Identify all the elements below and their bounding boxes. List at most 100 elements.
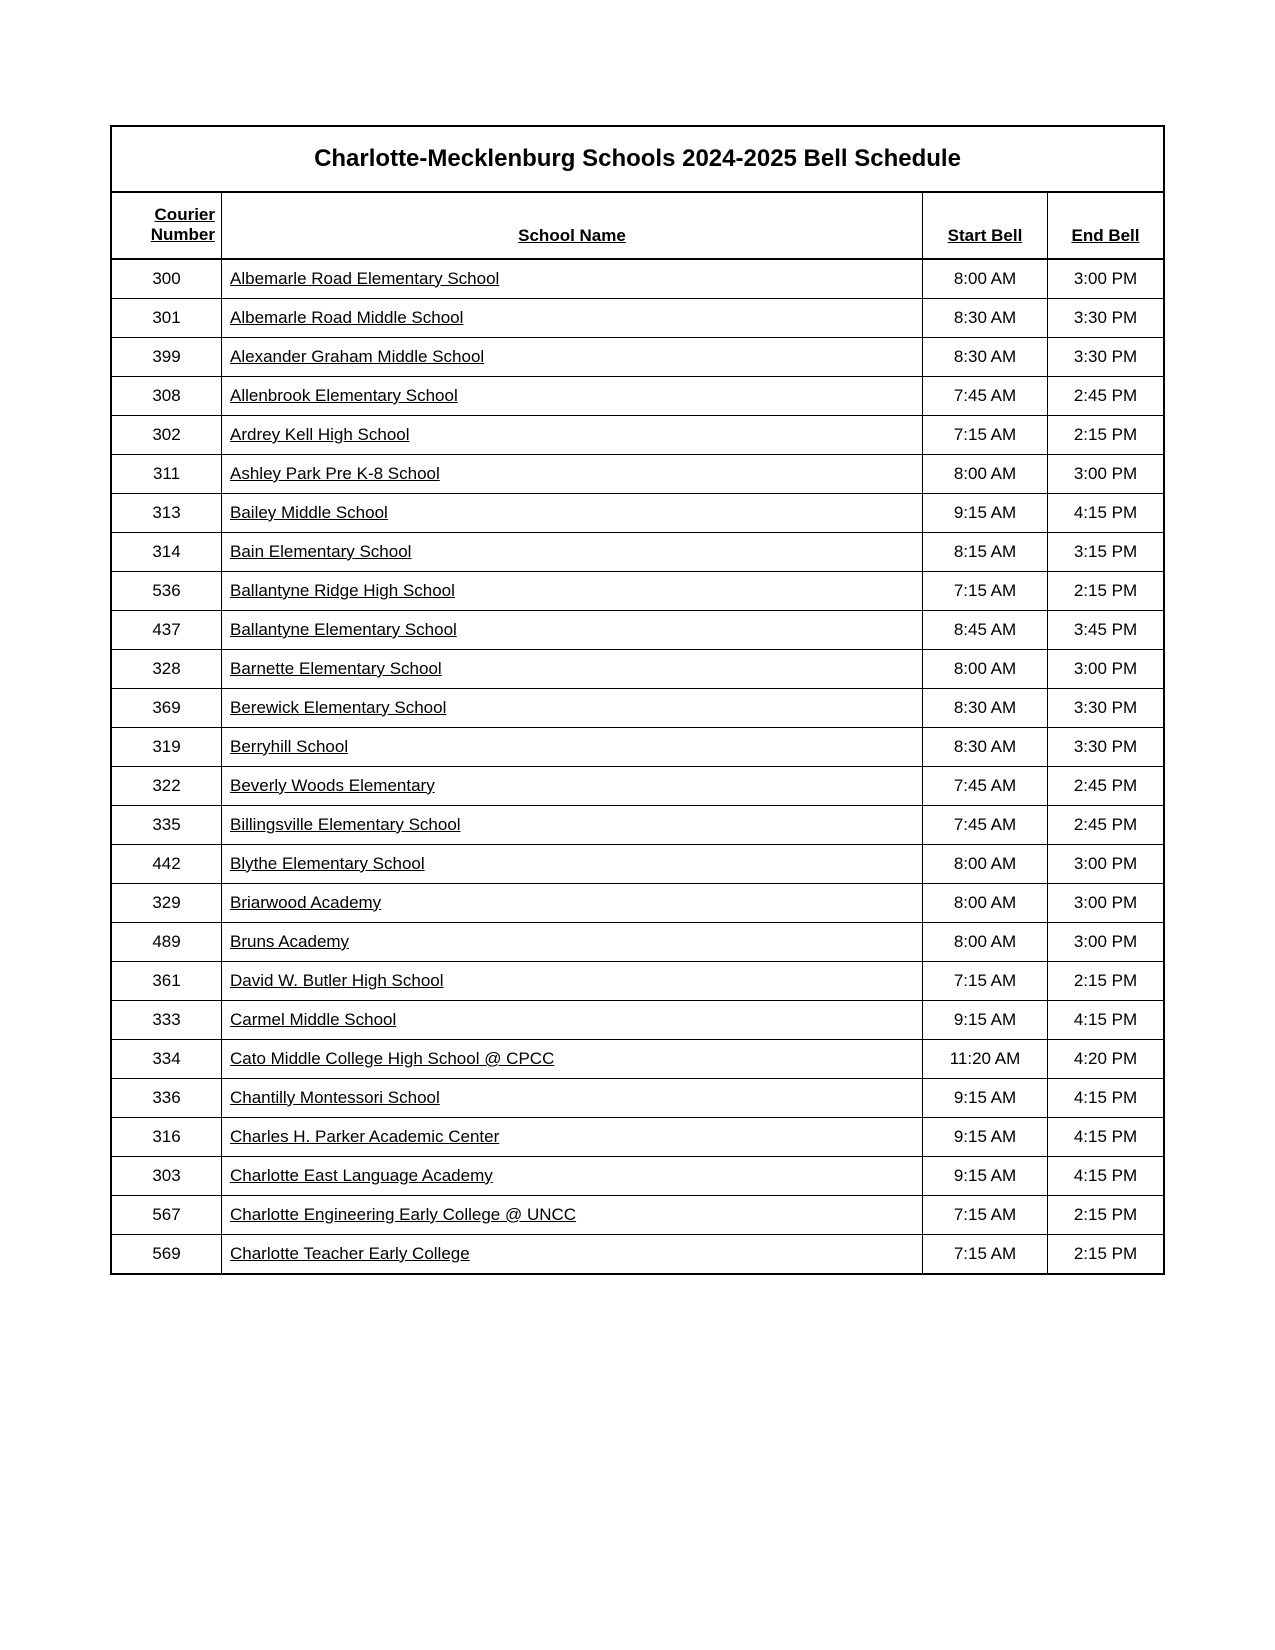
cell-school: Berewick Elementary School bbox=[222, 689, 923, 727]
cell-school: Beverly Woods Elementary bbox=[222, 767, 923, 805]
table-header-row: Courier Number School Name Start Bell En… bbox=[112, 193, 1163, 260]
cell-start: 9:15 AM bbox=[923, 1157, 1048, 1195]
cell-school: Bruns Academy bbox=[222, 923, 923, 961]
cell-start: 7:15 AM bbox=[923, 962, 1048, 1000]
cell-courier: 303 bbox=[112, 1157, 222, 1195]
table-row: 322Beverly Woods Elementary7:45 AM2:45 P… bbox=[112, 767, 1163, 806]
cell-school: Chantilly Montessori School bbox=[222, 1079, 923, 1117]
table-row: 316Charles H. Parker Academic Center9:15… bbox=[112, 1118, 1163, 1157]
cell-school: Ballantyne Elementary School bbox=[222, 611, 923, 649]
cell-school: Carmel Middle School bbox=[222, 1001, 923, 1039]
cell-school: Albemarle Road Elementary School bbox=[222, 260, 923, 298]
cell-courier: 328 bbox=[112, 650, 222, 688]
table-row: 336Chantilly Montessori School9:15 AM4:1… bbox=[112, 1079, 1163, 1118]
table-row: 335Billingsville Elementary School7:45 A… bbox=[112, 806, 1163, 845]
cell-end: 2:15 PM bbox=[1048, 1196, 1163, 1234]
table-row: 301Albemarle Road Middle School8:30 AM3:… bbox=[112, 299, 1163, 338]
cell-end: 3:00 PM bbox=[1048, 455, 1163, 493]
cell-start: 8:45 AM bbox=[923, 611, 1048, 649]
cell-start: 8:30 AM bbox=[923, 689, 1048, 727]
cell-courier: 569 bbox=[112, 1235, 222, 1273]
cell-courier: 333 bbox=[112, 1001, 222, 1039]
cell-end: 4:20 PM bbox=[1048, 1040, 1163, 1078]
cell-start: 7:45 AM bbox=[923, 377, 1048, 415]
table-title: Charlotte-Mecklenburg Schools 2024-2025 … bbox=[112, 127, 1163, 193]
cell-start: 7:15 AM bbox=[923, 416, 1048, 454]
cell-courier: 361 bbox=[112, 962, 222, 1000]
cell-school: Albemarle Road Middle School bbox=[222, 299, 923, 337]
table-row: 399Alexander Graham Middle School8:30 AM… bbox=[112, 338, 1163, 377]
cell-end: 4:15 PM bbox=[1048, 494, 1163, 532]
cell-start: 8:00 AM bbox=[923, 884, 1048, 922]
table-row: 314Bain Elementary School8:15 AM3:15 PM bbox=[112, 533, 1163, 572]
cell-courier: 301 bbox=[112, 299, 222, 337]
cell-start: 7:15 AM bbox=[923, 572, 1048, 610]
cell-start: 7:45 AM bbox=[923, 806, 1048, 844]
cell-start: 8:30 AM bbox=[923, 728, 1048, 766]
cell-school: Allenbrook Elementary School bbox=[222, 377, 923, 415]
cell-school: Barnette Elementary School bbox=[222, 650, 923, 688]
table-row: 302Ardrey Kell High School7:15 AM2:15 PM bbox=[112, 416, 1163, 455]
cell-school: Charlotte East Language Academy bbox=[222, 1157, 923, 1195]
cell-start: 11:20 AM bbox=[923, 1040, 1048, 1078]
cell-courier: 329 bbox=[112, 884, 222, 922]
cell-end: 3:15 PM bbox=[1048, 533, 1163, 571]
table-row: 437Ballantyne Elementary School8:45 AM3:… bbox=[112, 611, 1163, 650]
cell-end: 4:15 PM bbox=[1048, 1079, 1163, 1117]
cell-courier: 336 bbox=[112, 1079, 222, 1117]
cell-end: 2:15 PM bbox=[1048, 1235, 1163, 1273]
cell-start: 8:30 AM bbox=[923, 338, 1048, 376]
cell-start: 7:15 AM bbox=[923, 1196, 1048, 1234]
table-row: 334Cato Middle College High School @ CPC… bbox=[112, 1040, 1163, 1079]
cell-start: 7:45 AM bbox=[923, 767, 1048, 805]
cell-start: 8:15 AM bbox=[923, 533, 1048, 571]
cell-courier: 334 bbox=[112, 1040, 222, 1078]
cell-school: Ballantyne Ridge High School bbox=[222, 572, 923, 610]
header-start: Start Bell bbox=[923, 193, 1048, 258]
cell-end: 2:45 PM bbox=[1048, 806, 1163, 844]
cell-start: 8:00 AM bbox=[923, 923, 1048, 961]
cell-school: Cato Middle College High School @ CPCC bbox=[222, 1040, 923, 1078]
table-row: 333Carmel Middle School9:15 AM4:15 PM bbox=[112, 1001, 1163, 1040]
table-body: 300Albemarle Road Elementary School8:00 … bbox=[112, 260, 1163, 1273]
cell-courier: 437 bbox=[112, 611, 222, 649]
cell-courier: 319 bbox=[112, 728, 222, 766]
cell-courier: 489 bbox=[112, 923, 222, 961]
cell-start: 9:15 AM bbox=[923, 1001, 1048, 1039]
cell-school: Alexander Graham Middle School bbox=[222, 338, 923, 376]
cell-start: 8:00 AM bbox=[923, 260, 1048, 298]
cell-courier: 442 bbox=[112, 845, 222, 883]
cell-courier: 399 bbox=[112, 338, 222, 376]
cell-end: 3:30 PM bbox=[1048, 689, 1163, 727]
cell-school: Bailey Middle School bbox=[222, 494, 923, 532]
table-row: 303Charlotte East Language Academy9:15 A… bbox=[112, 1157, 1163, 1196]
cell-end: 2:15 PM bbox=[1048, 416, 1163, 454]
cell-school: Charlotte Teacher Early College bbox=[222, 1235, 923, 1273]
cell-courier: 300 bbox=[112, 260, 222, 298]
cell-end: 3:45 PM bbox=[1048, 611, 1163, 649]
cell-school: Ashley Park Pre K-8 School bbox=[222, 455, 923, 493]
cell-courier: 536 bbox=[112, 572, 222, 610]
cell-courier: 316 bbox=[112, 1118, 222, 1156]
cell-start: 8:30 AM bbox=[923, 299, 1048, 337]
header-courier: Courier Number bbox=[112, 193, 222, 258]
cell-courier: 567 bbox=[112, 1196, 222, 1234]
table-row: 311Ashley Park Pre K-8 School8:00 AM3:00… bbox=[112, 455, 1163, 494]
cell-courier: 313 bbox=[112, 494, 222, 532]
table-row: 442Blythe Elementary School8:00 AM3:00 P… bbox=[112, 845, 1163, 884]
cell-start: 7:15 AM bbox=[923, 1235, 1048, 1273]
cell-end: 2:15 PM bbox=[1048, 572, 1163, 610]
cell-school: Bain Elementary School bbox=[222, 533, 923, 571]
cell-school: David W. Butler High School bbox=[222, 962, 923, 1000]
cell-courier: 369 bbox=[112, 689, 222, 727]
cell-start: 8:00 AM bbox=[923, 455, 1048, 493]
cell-end: 3:30 PM bbox=[1048, 338, 1163, 376]
cell-school: Charles H. Parker Academic Center bbox=[222, 1118, 923, 1156]
table-row: 489Bruns Academy8:00 AM3:00 PM bbox=[112, 923, 1163, 962]
cell-school: Charlotte Engineering Early College @ UN… bbox=[222, 1196, 923, 1234]
cell-end: 4:15 PM bbox=[1048, 1001, 1163, 1039]
cell-school: Ardrey Kell High School bbox=[222, 416, 923, 454]
cell-end: 3:00 PM bbox=[1048, 260, 1163, 298]
cell-start: 8:00 AM bbox=[923, 650, 1048, 688]
cell-end: 2:45 PM bbox=[1048, 767, 1163, 805]
